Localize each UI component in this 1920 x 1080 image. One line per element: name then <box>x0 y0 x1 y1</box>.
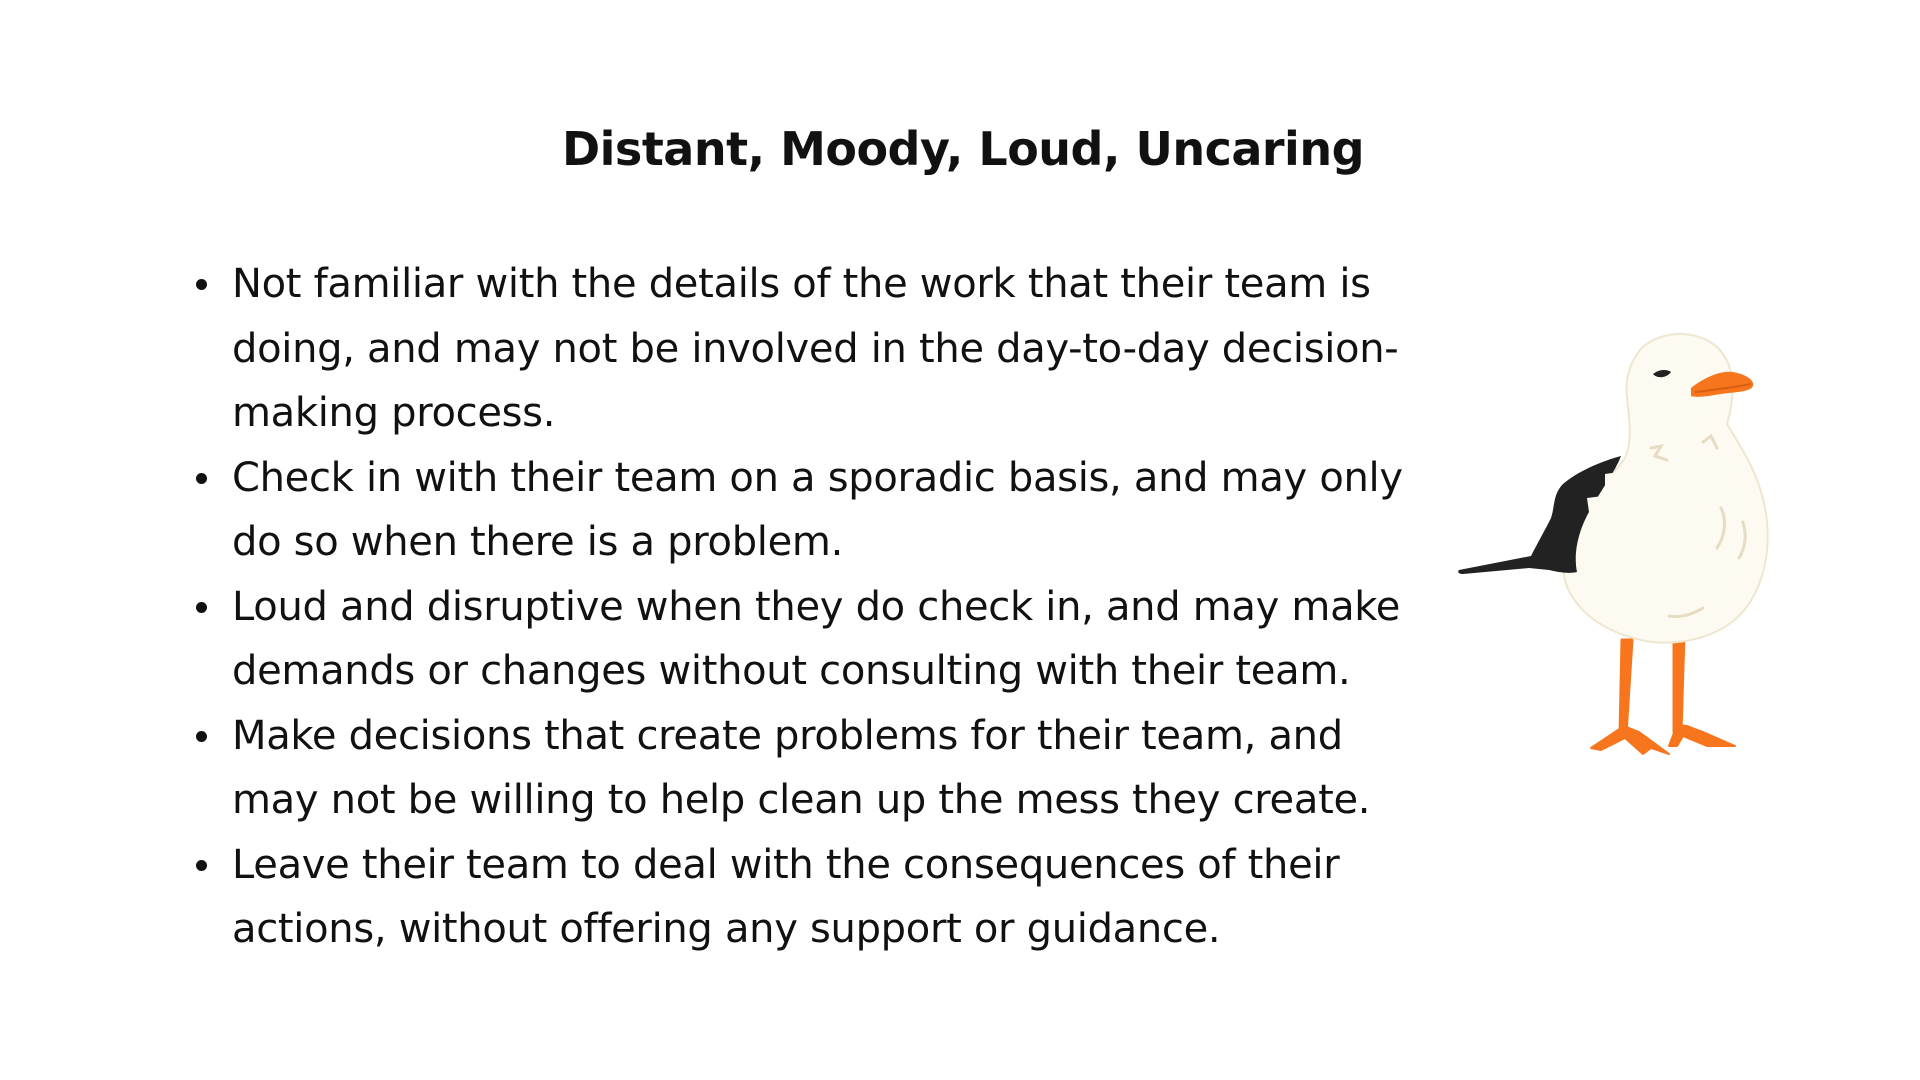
bullet-dot <box>196 730 207 742</box>
bullet-text: Check in with their team on a sporadic b… <box>232 454 1403 566</box>
seagull-illustration <box>1458 333 1769 755</box>
gull-eye <box>1653 369 1671 378</box>
slide-title: Distant, Moody, Loud, Uncaring <box>561 122 1365 176</box>
gull-body <box>1561 333 1769 644</box>
bullet-item: Check in with their team on a sporadic b… <box>196 446 1436 575</box>
bullet-text: Leave their team to deal with the conseq… <box>232 841 1340 953</box>
bullet-list: Not familiar with the details of the wor… <box>196 252 1436 962</box>
bullet-text: Make decisions that create problems for … <box>232 712 1371 824</box>
gull-feather-marks <box>1649 433 1747 618</box>
gull-legs <box>1590 632 1736 755</box>
bullet-dot <box>196 859 207 871</box>
bullet-item: Not familiar with the details of the wor… <box>196 252 1436 446</box>
bullet-item: Leave their team to deal with the conseq… <box>196 833 1436 962</box>
gull-wing-notches <box>1587 472 1619 512</box>
gull-wing <box>1458 456 1621 574</box>
gull-beak-line <box>1694 383 1752 393</box>
bullet-item: Make decisions that create problems for … <box>196 704 1436 833</box>
bullet-dot <box>196 279 207 290</box>
bullet-dot <box>196 472 207 484</box>
bullet-dot <box>196 601 207 613</box>
bullet-text: Loud and disruptive when they do check i… <box>232 583 1401 695</box>
bullet-text: Not familiar with the details of the wor… <box>232 261 1399 436</box>
bullet-item: Loud and disruptive when they do check i… <box>196 575 1436 704</box>
